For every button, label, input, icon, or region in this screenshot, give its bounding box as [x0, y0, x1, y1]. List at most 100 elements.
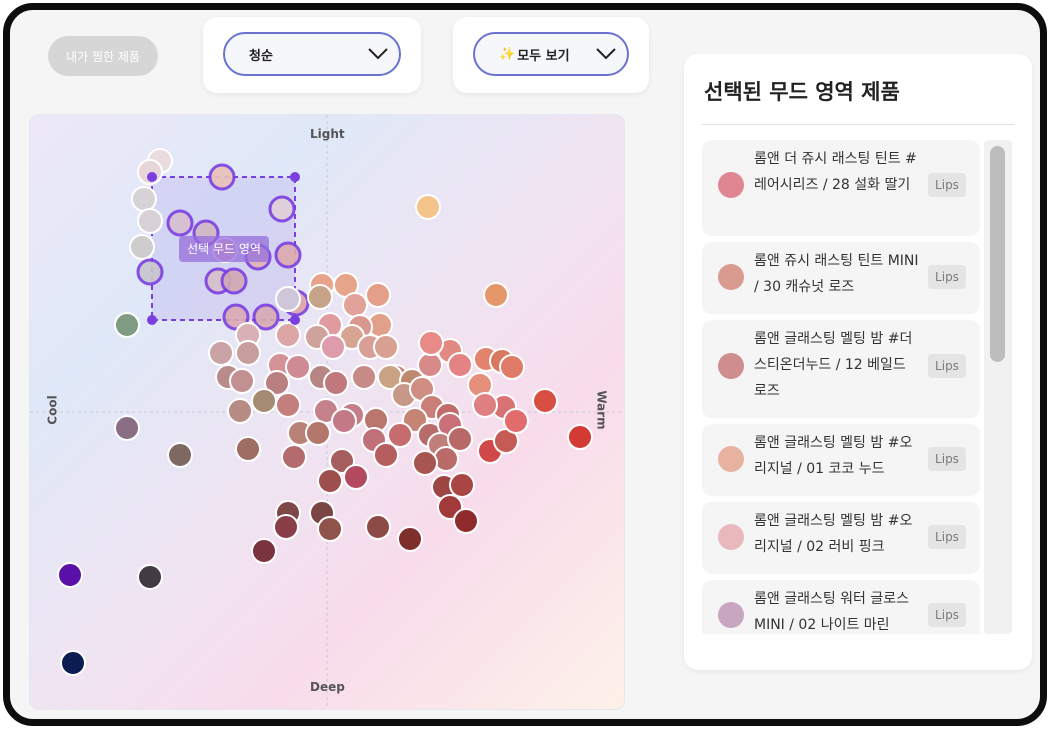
product-dot[interactable]	[320, 334, 346, 360]
product-dot[interactable]	[387, 422, 413, 448]
product-dot[interactable]	[412, 450, 438, 476]
mood-select[interactable]: 청순	[223, 32, 401, 76]
product-dot[interactable]	[166, 209, 194, 237]
product-dot[interactable]	[342, 292, 368, 318]
product-list-item[interactable]: 롬앤 쥬시 래스팅 틴트 MINI / 30 캐슈넛 로즈 Lips	[702, 242, 980, 314]
mood-select-value: 청순	[249, 48, 273, 64]
selection-handle[interactable]	[290, 172, 300, 182]
product-name: 롬앤 글래스팅 워터 글로스 MINI / 02 나이트 마린	[754, 591, 910, 633]
product-dot[interactable]	[453, 508, 479, 534]
product-name: 롬앤 글래스팅 멜팅 밤 #오리지널 / 01 코코 누드	[754, 435, 913, 477]
product-dot[interactable]	[136, 258, 164, 286]
product-dot[interactable]	[532, 388, 558, 414]
product-dot[interactable]	[415, 194, 441, 220]
product-dot[interactable]	[235, 340, 261, 366]
product-dot[interactable]	[137, 564, 163, 590]
product-dot[interactable]	[137, 208, 163, 234]
selected-products-panel: 선택된 무드 영역 제품 롬앤 더 쥬시 래스팅 틴트 #레어시리즈 / 28 …	[684, 54, 1032, 670]
color-swatch	[718, 172, 744, 198]
product-dot[interactable]	[331, 408, 357, 434]
product-dot[interactable]	[275, 286, 301, 312]
category-tag: Lips	[928, 447, 966, 471]
product-name: 롬앤 더 쥬시 래스팅 틴트 #레어시리즈 / 28 설화 딸기	[754, 151, 917, 193]
product-dot[interactable]	[483, 282, 509, 308]
product-list-item[interactable]: 롬앤 글래스팅 멜팅 밤 #오리지널 / 01 코코 누드 Lips	[702, 424, 980, 496]
product-name: 롬앤 쥬시 래스팅 틴트 MINI / 30 캐슈넛 로즈	[754, 253, 919, 295]
product-dot[interactable]	[447, 352, 473, 378]
product-dot[interactable]	[418, 330, 444, 356]
product-dot[interactable]	[567, 424, 593, 450]
color-swatch	[718, 446, 744, 472]
product-dot[interactable]	[351, 364, 377, 390]
product-dot[interactable]	[449, 472, 475, 498]
category-filter-card: ✨ 모두 보기	[453, 17, 649, 93]
color-swatch	[718, 524, 744, 550]
wishlist-button[interactable]: 내가 찜한 제품	[48, 36, 158, 76]
category-tag: Lips	[928, 354, 966, 378]
product-dot[interactable]	[222, 303, 250, 331]
product-dot[interactable]	[273, 514, 299, 540]
product-dot[interactable]	[365, 514, 391, 540]
product-list[interactable]: 롬앤 더 쥬시 래스팅 틴트 #레어시리즈 / 28 설화 딸기 Lips 롬앤 쥬…	[702, 140, 980, 634]
category-tag: Lips	[928, 603, 966, 627]
product-dot[interactable]	[503, 408, 529, 434]
product-dot[interactable]	[251, 538, 277, 564]
selection-label: 선택 무드 영역	[187, 242, 261, 256]
category-select[interactable]: ✨ 모두 보기	[473, 32, 629, 76]
category-tag: Lips	[928, 173, 966, 197]
product-dot[interactable]	[365, 282, 391, 308]
product-dot[interactable]	[305, 420, 331, 446]
product-dot[interactable]	[275, 322, 301, 348]
product-dot[interactable]	[397, 526, 423, 552]
category-select-value: 모두 보기	[517, 48, 570, 64]
axis-top-label: Light	[310, 127, 345, 141]
product-dot[interactable]	[227, 398, 253, 424]
product-dot[interactable]	[275, 392, 301, 418]
product-dot[interactable]	[307, 284, 333, 310]
mood-map-canvas[interactable]: 선택 무드 영역	[30, 115, 625, 710]
product-dot[interactable]	[373, 442, 399, 468]
product-dot[interactable]	[220, 267, 248, 295]
product-dot[interactable]	[317, 468, 343, 494]
product-list-item[interactable]: 롬앤 글래스팅 워터 글로스 MINI / 02 나이트 마린 Lips	[702, 580, 980, 634]
product-list-item[interactable]: 롬앤 더 쥬시 래스팅 틴트 #레어시리즈 / 28 설화 딸기 Lips	[702, 140, 980, 236]
product-dot[interactable]	[167, 442, 193, 468]
product-dot[interactable]	[114, 312, 140, 338]
axis-bottom-label: Deep	[310, 680, 345, 694]
product-name: 롬앤 글래스팅 멜팅 밤 #더스티온더누드 / 12 베일드 로즈	[754, 331, 913, 399]
product-dot[interactable]	[274, 241, 302, 269]
product-dot[interactable]	[281, 444, 307, 470]
product-dot[interactable]	[323, 370, 349, 396]
product-dot[interactable]	[60, 650, 86, 676]
product-dot[interactable]	[499, 354, 525, 380]
product-dot[interactable]	[317, 516, 343, 542]
selection-handle[interactable]	[290, 315, 300, 325]
product-dot[interactable]	[208, 340, 234, 366]
axis-right-label: Warm	[594, 390, 609, 430]
product-dot[interactable]	[229, 368, 255, 394]
product-dot[interactable]	[235, 436, 261, 462]
product-dot[interactable]	[268, 195, 296, 223]
category-tag: Lips	[928, 525, 966, 549]
product-list-item[interactable]: 롬앤 글래스팅 멜팅 밤 #오리지널 / 02 러비 핑크 Lips	[702, 502, 980, 574]
category-tag: Lips	[928, 265, 966, 289]
product-dot[interactable]	[251, 388, 277, 414]
product-dot[interactable]	[343, 464, 369, 490]
product-dot[interactable]	[285, 354, 311, 380]
product-dot[interactable]	[433, 446, 459, 472]
product-dot[interactable]	[252, 303, 280, 331]
mood-map[interactable]: 선택 무드 영역 Light Deep Cool Warm	[29, 114, 625, 710]
product-dot[interactable]	[129, 234, 155, 260]
product-dot[interactable]	[208, 163, 236, 191]
scrollbar-thumb[interactable]	[990, 146, 1005, 362]
product-dot[interactable]	[373, 334, 399, 360]
product-dot[interactable]	[131, 186, 157, 212]
product-dot[interactable]	[447, 426, 473, 452]
product-dot[interactable]	[472, 392, 498, 418]
product-dot[interactable]	[114, 415, 140, 441]
product-list-item[interactable]: 롬앤 글래스팅 멜팅 밤 #더스티온더누드 / 12 베일드 로즈 Lips	[702, 320, 980, 418]
product-dot[interactable]	[57, 562, 83, 588]
selection-handle[interactable]	[147, 172, 157, 182]
product-dot[interactable]	[264, 370, 290, 396]
selection-handle[interactable]	[147, 315, 157, 325]
